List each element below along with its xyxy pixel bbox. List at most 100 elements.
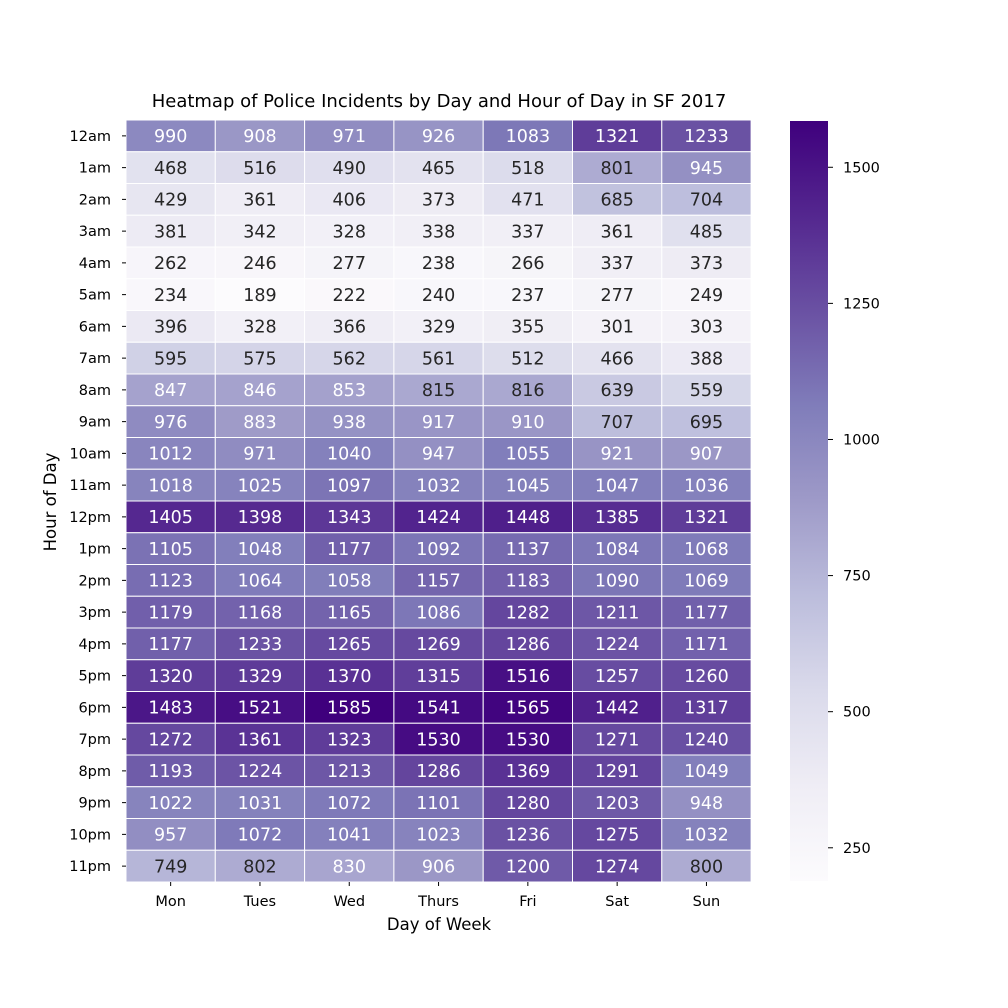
- heatmap-cell-label: 1530: [416, 730, 461, 750]
- heatmap-cell-label: 1123: [148, 572, 193, 592]
- heatmap-cell: [125, 627, 216, 661]
- heatmap-cell-label: 801: [600, 159, 633, 179]
- heatmap-cell: [482, 341, 574, 375]
- heatmap-cell-label: 1321: [595, 127, 640, 147]
- heatmap-cell: [214, 786, 306, 819]
- y-tick-label: 5pm: [78, 669, 111, 685]
- heatmap-cell: [125, 722, 216, 756]
- heatmap-cell: [304, 151, 395, 184]
- y-tick-label: 1pm: [78, 542, 111, 558]
- heatmap-cell-label: 1260: [684, 667, 729, 687]
- y-tick-label: 2pm: [78, 573, 111, 589]
- heatmap-cell: [125, 246, 216, 280]
- heatmap-cell: [661, 595, 752, 629]
- heatmap-cell-label: 1224: [238, 762, 283, 782]
- colorbar-tick-label: 250: [843, 841, 871, 857]
- heatmap-cell: [572, 405, 663, 438]
- heatmap-cell: [482, 278, 574, 311]
- heatmap-cell: [125, 341, 216, 375]
- y-tick-label: 10pm: [69, 827, 111, 843]
- heatmap-cell-label: 246: [243, 254, 276, 274]
- heatmap-cell-label: 1168: [238, 603, 283, 623]
- heatmap-cell: [661, 786, 752, 819]
- heatmap-cell-label: 1385: [595, 508, 640, 528]
- heatmap-cell-label: 512: [511, 349, 544, 369]
- heatmap-cell: [304, 786, 395, 819]
- heatmap-cell: [482, 437, 574, 470]
- y-tick-label: 1am: [79, 161, 111, 177]
- heatmap-cell: [214, 659, 306, 692]
- heatmap-cell-label: 1101: [416, 794, 461, 814]
- heatmap-cell-label: 1442: [595, 699, 640, 719]
- x-tick-label: Sun: [693, 894, 721, 910]
- heatmap-cell-label: 1049: [684, 762, 729, 782]
- heatmap-cell-label: 1272: [148, 730, 193, 750]
- heatmap-cell-label: 853: [333, 381, 366, 401]
- heatmap-cell-label: 1257: [595, 667, 640, 687]
- heatmap-cell-label: 800: [690, 857, 723, 877]
- heatmap-cell: [393, 500, 484, 534]
- heatmap-cell: [661, 722, 752, 756]
- heatmap-cell-label: 1224: [595, 635, 640, 655]
- heatmap-cell-label: 1165: [327, 603, 372, 623]
- heatmap-cell-label: 337: [600, 254, 633, 274]
- heatmap-cell-label: 685: [600, 191, 633, 211]
- heatmap-cell: [125, 214, 216, 248]
- heatmap-cell: [661, 278, 752, 311]
- heatmap-cell: [572, 532, 663, 565]
- heatmap-cell-label: 1265: [327, 635, 372, 655]
- heatmap-cell: [304, 183, 395, 216]
- heatmap-cell-label: 1193: [148, 762, 193, 782]
- heatmap-cell: [661, 500, 752, 534]
- heatmap-cell: [304, 818, 395, 851]
- heatmap-cell-label: 189: [243, 286, 276, 306]
- heatmap-cell-label: 329: [422, 318, 455, 338]
- heatmap-cell: [214, 595, 306, 629]
- heatmap-cell-label: 234: [154, 286, 187, 306]
- heatmap-cell: [125, 849, 216, 883]
- heatmap-cell: [572, 722, 663, 756]
- heatmap-cell-label: 301: [600, 318, 633, 338]
- heatmap-cell: [661, 341, 752, 375]
- heatmap-cell: [304, 437, 395, 470]
- heatmap-cell-label: 1072: [238, 826, 283, 846]
- heatmap-cell: [482, 564, 574, 597]
- heatmap-cell: [304, 595, 395, 629]
- heatmap-cell-label: 1317: [684, 699, 729, 719]
- heatmap-cell-label: 1370: [327, 667, 372, 687]
- heatmap-cell-label: 1274: [595, 857, 640, 877]
- heatmap-cell-label: 561: [422, 349, 455, 369]
- heatmap-cell-label: 249: [690, 286, 723, 306]
- heatmap-cell-label: 1530: [506, 730, 551, 750]
- heatmap-cell-label: 328: [243, 318, 276, 338]
- y-tick-label: 12am: [70, 129, 111, 145]
- y-axis-label: Hour of Day: [41, 452, 60, 551]
- heatmap-cell: [482, 849, 574, 883]
- heatmap-cell-label: 816: [511, 381, 544, 401]
- heatmap-cell-label: 1177: [684, 603, 729, 623]
- heatmap-cell: [393, 786, 484, 819]
- heatmap-cell-label: 1521: [238, 699, 283, 719]
- heatmap-cell-label: 1405: [148, 508, 193, 528]
- heatmap-cell-label: 366: [333, 318, 366, 338]
- heatmap-cell: [661, 627, 752, 661]
- heatmap-cell-label: 1092: [416, 540, 461, 560]
- heatmap-cell: [393, 278, 484, 311]
- x-tick-label: Tues: [243, 894, 276, 910]
- heatmap-cell-label: 595: [154, 349, 187, 369]
- heatmap-cell-label: 1055: [506, 445, 551, 465]
- heatmap-cell-label: 971: [333, 127, 366, 147]
- heatmap-cell-label: 373: [690, 254, 723, 274]
- heatmap-cell-label: 1424: [416, 508, 461, 528]
- heatmap-cell-label: 238: [422, 254, 455, 274]
- heatmap-cell: [214, 754, 306, 788]
- heatmap-cell: [214, 119, 306, 153]
- heatmap-cell: [482, 373, 574, 407]
- heatmap-cell-label: 1032: [416, 476, 461, 496]
- heatmap-cell-label: 1045: [506, 476, 551, 496]
- heatmap-cell-label: 1585: [327, 699, 372, 719]
- heatmap-cell: [572, 119, 663, 153]
- heatmap-cell: [572, 691, 663, 724]
- heatmap-cell-label: 485: [690, 222, 723, 242]
- heatmap-cell-label: 277: [600, 286, 633, 306]
